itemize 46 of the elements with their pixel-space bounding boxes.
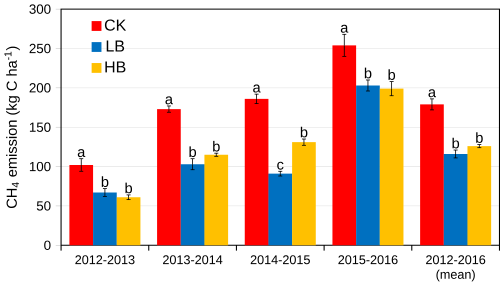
data-label: a — [428, 89, 436, 98]
data-label: b — [102, 176, 108, 188]
y-tick-label: 100 — [30, 162, 51, 172]
y-axis-title: CH$_{4}$ emission (kg C ha$^{-1}$) — [4, 46, 20, 208]
bar — [157, 109, 181, 246]
bar — [244, 98, 268, 246]
data-label: b — [452, 138, 460, 149]
y-tick-label: 0 — [44, 240, 51, 250]
data-label: b — [476, 132, 483, 144]
y-tick-label: 200 — [30, 83, 51, 93]
bar — [380, 88, 404, 246]
bar — [268, 174, 292, 246]
bar — [180, 164, 204, 246]
bar — [204, 154, 228, 246]
legend-label: CK — [104, 20, 126, 31]
y-tick-label: 150 — [30, 122, 51, 132]
x-tick-label: 2012-2013 — [75, 255, 135, 264]
data-label: b — [300, 126, 308, 138]
bar — [69, 165, 94, 246]
legend-label: LB — [106, 40, 124, 52]
bar — [292, 142, 316, 246]
data-label: b — [388, 69, 396, 80]
data-label: b — [125, 182, 132, 194]
data-label: b — [189, 146, 196, 158]
x-tick-label: 2014-2015 — [250, 255, 310, 264]
bar — [420, 104, 444, 246]
bar — [444, 154, 468, 246]
bar — [93, 192, 117, 246]
x-tick-label: 2013-2014 — [163, 255, 222, 264]
bar — [116, 197, 140, 246]
y-tick-label: 50 — [36, 201, 51, 211]
y-tick-label: 300 — [29, 4, 51, 14]
bar — [356, 86, 380, 246]
data-label: a — [340, 24, 348, 33]
y-tick-label: 250 — [30, 44, 51, 54]
bar — [467, 146, 492, 246]
bar — [332, 45, 356, 246]
data-label: a — [165, 96, 173, 104]
data-label: a — [78, 149, 86, 158]
data-label: c — [277, 162, 284, 170]
data-label: a — [253, 84, 261, 93]
x-tick-label: 2015-2016 — [338, 255, 398, 264]
data-label: b — [364, 68, 372, 79]
x-tick-label: 2012-2016 (mean) — [426, 255, 486, 282]
legend-label: HB — [105, 62, 126, 73]
data-label: b — [213, 140, 220, 152]
